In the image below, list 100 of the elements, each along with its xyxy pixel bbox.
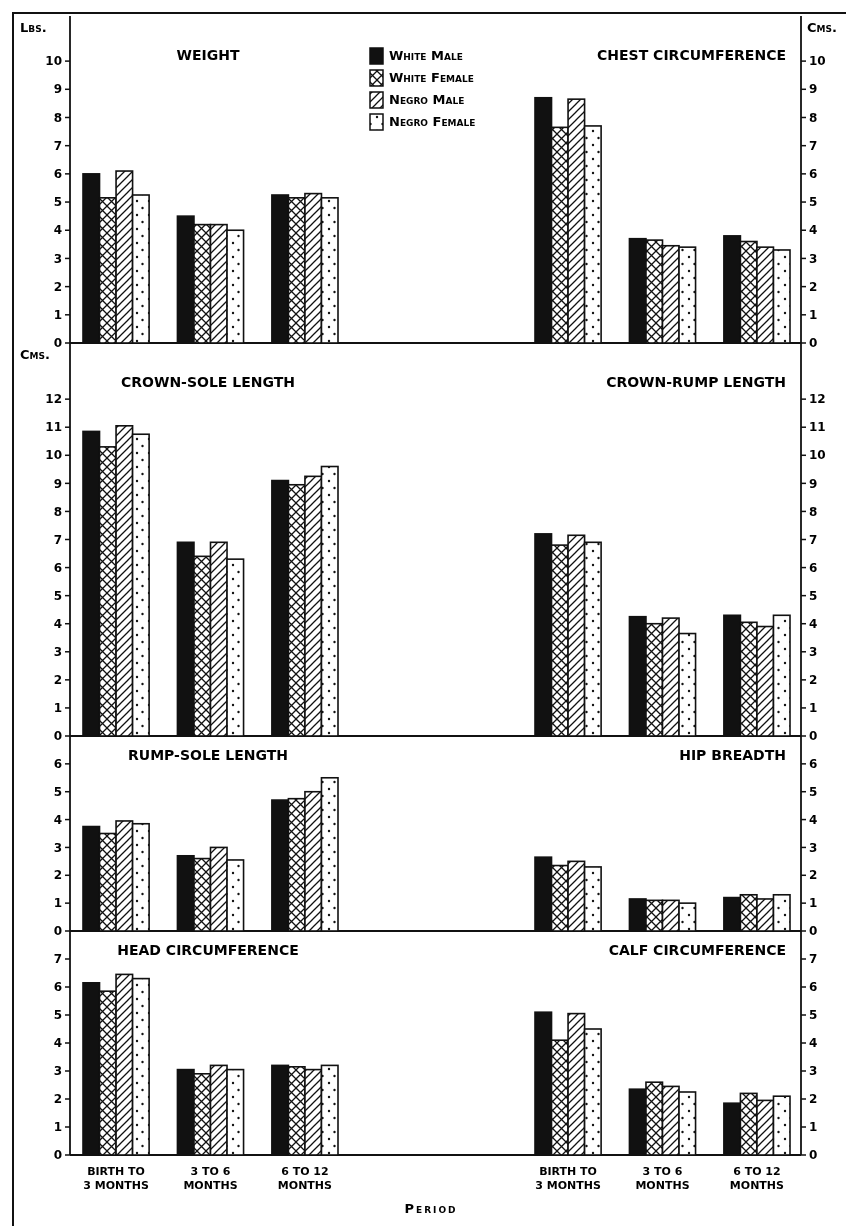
y-tick-label: 1: [809, 896, 818, 911]
y-tick-label: 6: [53, 757, 62, 772]
x-axis-title: Period: [404, 1201, 458, 1216]
text: RUMP-SOLE LENGTH: [128, 747, 288, 763]
y-tick-label: 4: [53, 1036, 62, 1051]
legend-label: Negro Male: [389, 92, 465, 107]
y-tick-label: 6: [809, 980, 818, 995]
y-tick-label: 9: [53, 82, 62, 97]
text: CALF CIRCUMFERENCE: [608, 942, 786, 958]
y-tick-label: 1: [809, 308, 818, 323]
y-tick-label: 6: [809, 560, 818, 575]
y-tick-label: 2: [53, 673, 62, 688]
y-tick-label: 2: [809, 868, 818, 883]
y-tick-label: 11: [45, 420, 62, 435]
y-tick-label: 0: [809, 336, 818, 351]
y-tick-label: 3: [53, 840, 62, 855]
y-tick-label: 1: [809, 1120, 818, 1135]
y-tick-label: 2: [53, 279, 62, 294]
y-tick-label: 2: [809, 279, 818, 294]
y-tick-label: 5: [809, 784, 818, 799]
y-tick-label: 9: [53, 476, 62, 491]
y-tick-label: 6: [53, 560, 62, 575]
y-tick-label: 8: [53, 110, 62, 125]
y-tick-label: 10: [809, 54, 826, 69]
y-tick-label: 3: [809, 840, 818, 855]
y-tick-label: 5: [53, 784, 62, 799]
x-tick-label: 3 TO 6 MONTHS: [635, 1165, 690, 1192]
x-tick-label: 6 TO 12 MONTHS: [277, 1165, 333, 1192]
y-tick-label: 3: [53, 644, 62, 659]
y-tick-label: 0: [809, 924, 818, 939]
y-tick-label: 8: [809, 110, 818, 125]
y-tick-label: 6: [809, 167, 818, 182]
y-tick-label: 8: [53, 504, 62, 519]
y-tick-label: 6: [53, 980, 62, 995]
y-tick-label: 4: [53, 616, 62, 631]
y-tick-label: 3: [809, 251, 818, 266]
y-axis-title: Cms.: [20, 347, 50, 362]
x-tick-label: BIRTH TO 3 MONTHS: [535, 1165, 601, 1192]
y-tick-label: 8: [809, 504, 818, 519]
x-tick-label: 6 TO 12 MONTHS: [729, 1165, 785, 1192]
y-tick-label: 4: [809, 616, 818, 631]
y-tick-label: 0: [53, 729, 62, 744]
y-tick-label: 10: [809, 448, 826, 463]
text: HIP BREADTH: [679, 747, 786, 763]
y-tick-label: 3: [53, 251, 62, 266]
y-tick-label: 10: [45, 54, 62, 69]
y-tick-label: 4: [809, 223, 818, 238]
y-tick-label: 0: [53, 924, 62, 939]
y-tick-label: 1: [53, 308, 62, 323]
text: CROWN-SOLE LENGTH: [121, 374, 295, 390]
y-axis-title: Cms.: [807, 20, 837, 35]
y-tick-label: 5: [809, 588, 818, 603]
y-tick-label: 5: [809, 195, 818, 210]
legend-label: Negro Female: [389, 114, 476, 129]
y-tick-label: 12: [809, 392, 826, 407]
y-tick-label: 1: [53, 701, 62, 716]
y-tick-label: 2: [53, 868, 62, 883]
text: WEIGHT: [176, 47, 240, 63]
text: CHEST CIRCUMFERENCE: [597, 47, 786, 63]
legend-label: White Male: [389, 48, 463, 63]
y-tick-label: 2: [809, 673, 818, 688]
y-tick-label: 0: [53, 1148, 62, 1163]
y-tick-label: 7: [53, 952, 62, 967]
legend-label: White Female: [389, 70, 474, 85]
y-tick-label: 7: [809, 532, 818, 547]
y-tick-label: 10: [45, 448, 62, 463]
y-tick-label: 4: [809, 812, 818, 827]
y-tick-label: 7: [809, 138, 818, 153]
y-tick-label: 6: [809, 757, 818, 772]
y-tick-label: 9: [809, 476, 818, 491]
y-tick-label: 12: [45, 392, 62, 407]
y-tick-label: 1: [809, 701, 818, 716]
text: HEAD CIRCUMFERENCE: [117, 942, 299, 958]
y-tick-label: 1: [53, 896, 62, 911]
y-tick-label: 0: [809, 1148, 818, 1163]
y-tick-label: 7: [53, 532, 62, 547]
x-tick-label: BIRTH TO 3 MONTHS: [83, 1165, 149, 1192]
y-tick-label: 11: [809, 420, 826, 435]
y-tick-label: 9: [809, 82, 818, 97]
y-tick-label: 0: [809, 729, 818, 744]
y-tick-label: 7: [809, 952, 818, 967]
y-tick-label: 2: [53, 1092, 62, 1107]
y-axis-title: Lbs.: [20, 20, 47, 35]
y-tick-label: 4: [53, 223, 62, 238]
y-tick-label: 0: [53, 336, 62, 351]
y-tick-label: 5: [53, 588, 62, 603]
y-tick-label: 4: [53, 812, 62, 827]
x-tick-label: 3 TO 6 MONTHS: [183, 1165, 238, 1192]
y-tick-label: 1: [53, 1120, 62, 1135]
y-tick-label: 6: [53, 167, 62, 182]
text: CROWN-RUMP LENGTH: [606, 374, 786, 390]
y-tick-label: 5: [809, 1008, 818, 1023]
y-tick-label: 4: [809, 1036, 818, 1051]
y-tick-label: 2: [809, 1092, 818, 1107]
y-tick-label: 5: [53, 195, 62, 210]
y-tick-label: 3: [809, 1064, 818, 1079]
y-tick-label: 7: [53, 138, 62, 153]
y-tick-label: 3: [809, 644, 818, 659]
y-tick-label: 5: [53, 1008, 62, 1023]
y-tick-label: 3: [53, 1064, 62, 1079]
